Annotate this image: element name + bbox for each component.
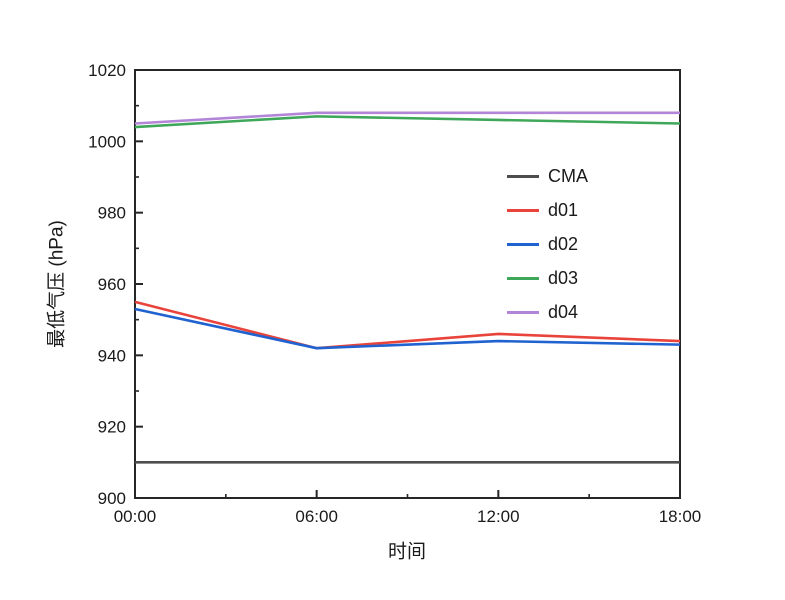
x-tick-label: 18:00 xyxy=(659,507,702,526)
y-axis-title: 最低气压 (hPa) xyxy=(46,220,68,348)
x-tick-label: 00:00 xyxy=(114,507,157,526)
series-line-d02 xyxy=(134,307,681,350)
legend: CMA d01 d02 d03 d04 xyxy=(507,159,588,329)
x-axis-title: 时间 xyxy=(387,541,427,563)
legend-item: d01 xyxy=(507,193,588,227)
y-tick-label: 980 xyxy=(98,204,126,223)
legend-label: d01 xyxy=(548,200,579,220)
legend-line-swatch-d03 xyxy=(507,276,539,280)
legend-label: d02 xyxy=(548,234,579,254)
series-line-d01 xyxy=(134,300,681,350)
y-tick-label: 1000 xyxy=(88,132,126,151)
y-tick-label: 940 xyxy=(98,346,126,365)
legend-line-swatch-d04 xyxy=(507,310,539,314)
legend-item: d04 xyxy=(507,295,588,329)
y-tick-label: 960 xyxy=(98,275,126,294)
y-tick-label: 900 xyxy=(98,489,126,508)
legend-label: d03 xyxy=(548,268,579,288)
x-tick-label: 06:00 xyxy=(295,507,338,526)
x-tick-label: 12:00 xyxy=(477,507,520,526)
y-tick-label: 920 xyxy=(98,418,126,437)
legend-item: d02 xyxy=(507,227,588,261)
series-line-d04 xyxy=(134,111,680,125)
legend-line-swatch-d01 xyxy=(507,208,539,212)
series-line-d03 xyxy=(134,115,681,129)
legend-line-swatch-cma xyxy=(507,174,539,178)
legend-label: CMA xyxy=(548,166,588,186)
legend-label: d04 xyxy=(548,302,579,322)
legend-line-swatch-d02 xyxy=(507,242,539,246)
legend-item: CMA xyxy=(507,159,588,193)
legend-item: d03 xyxy=(507,261,588,295)
y-tick-label: 1020 xyxy=(88,61,126,80)
plot-frame xyxy=(134,69,681,499)
